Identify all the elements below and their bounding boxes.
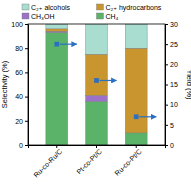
- arrow: [139, 116, 156, 117]
- arrow: [100, 80, 117, 81]
- tick-label: 60: [15, 69, 23, 76]
- tick-label: 0: [170, 142, 174, 149]
- legend-label: CH₃OH: [31, 13, 54, 20]
- legend-label: CH₄: [106, 13, 119, 20]
- tick: 0: [19, 142, 28, 149]
- tick-label: 15: [170, 81, 178, 88]
- bar: [125, 24, 147, 48]
- tick-mark: [165, 24, 168, 25]
- tick-label: 25: [170, 41, 178, 48]
- tick-mark: [165, 125, 168, 126]
- bar: [125, 48, 147, 133]
- tick-label: Ru-co-Pt/C: [113, 148, 142, 177]
- marks: [46, 24, 156, 145]
- tick: 5: [165, 122, 174, 129]
- y-axis: 0 20 40 60 80 100: [11, 21, 28, 149]
- bar: [125, 133, 147, 145]
- tick-mark: [165, 64, 168, 65]
- legend-swatch: [97, 13, 104, 19]
- legend-swatch: [22, 4, 29, 10]
- tick-label: 40: [15, 93, 23, 100]
- tick: 0: [165, 142, 174, 149]
- axis-line: [166, 25, 169, 146]
- tick-label: 100: [11, 21, 23, 28]
- bar: [46, 29, 68, 31]
- tick-mark: [165, 44, 168, 45]
- tick-label: 10: [170, 101, 178, 108]
- tick-label: 20: [170, 61, 178, 68]
- axis-title: Selectivity (%): [0, 60, 9, 108]
- bar: [46, 32, 68, 145]
- tick: 10: [165, 101, 178, 108]
- point: [134, 114, 139, 119]
- arrow: [60, 44, 77, 45]
- point: [54, 42, 59, 47]
- tick-mark: [25, 72, 28, 73]
- tick: 20: [15, 118, 28, 125]
- tick: 80: [15, 45, 28, 52]
- tick: 40: [15, 93, 28, 100]
- tick-mark: [165, 85, 168, 86]
- y2-axis: 0 5 10 15 20 25 30: [165, 21, 178, 149]
- tick: Ru-co-Pt/C: [113, 145, 142, 177]
- x-axis: Ru-co-Ru/C Pt-co-Pt/C Ru-co-Pt/C: [29, 145, 166, 179]
- bar: [46, 24, 68, 29]
- tick-mark: [25, 24, 28, 25]
- point: [94, 78, 99, 83]
- axis-line: [25, 25, 29, 146]
- legend-swatch: [22, 13, 29, 19]
- tick: 25: [165, 41, 178, 48]
- point-series: [54, 42, 156, 119]
- tick-mark: [25, 145, 28, 146]
- plot-frame: [28, 24, 165, 145]
- tick: 20: [165, 61, 178, 68]
- bar: [86, 54, 108, 95]
- tick-label: 0: [19, 142, 23, 149]
- legend: C₂₊ alcohols C₂₊ hydrocarbons CH₃OH CH₄: [22, 4, 162, 20]
- tick-label: 20: [15, 118, 23, 125]
- tick: Ru-co-Ru/C: [32, 145, 63, 179]
- tick-mark: [25, 121, 28, 122]
- tick-mark: [165, 105, 168, 106]
- axis-title: Yield (%): [185, 69, 191, 100]
- tick-label: Ru-co-Ru/C: [32, 148, 63, 179]
- tick-label: 80: [15, 45, 23, 52]
- tick: 60: [15, 69, 28, 76]
- legend-label: C₂₊ alcohols: [31, 4, 71, 11]
- tick: 15: [165, 81, 178, 88]
- tick: Pt-co-Pt/C: [75, 145, 103, 175]
- bar: [86, 101, 108, 145]
- tick-mark: [25, 48, 28, 49]
- tick-label: 5: [170, 122, 174, 129]
- tick-label: Pt-co-Pt/C: [75, 148, 103, 176]
- chart: 0 20 40 60 80 100 0 5 10 15 20 25 30 Ru-co-Ru/C Pt-co-…: [0, 0, 191, 189]
- bar: [86, 95, 108, 101]
- tick-label: 30: [170, 21, 178, 28]
- tick-mark: [25, 97, 28, 98]
- tick: 100: [11, 21, 28, 28]
- legend-label: C₂₊ hydrocarbons: [106, 4, 162, 12]
- bar: [86, 24, 108, 54]
- legend-swatch: [97, 4, 104, 10]
- bar-series: [46, 24, 147, 54]
- tick: 30: [165, 21, 178, 28]
